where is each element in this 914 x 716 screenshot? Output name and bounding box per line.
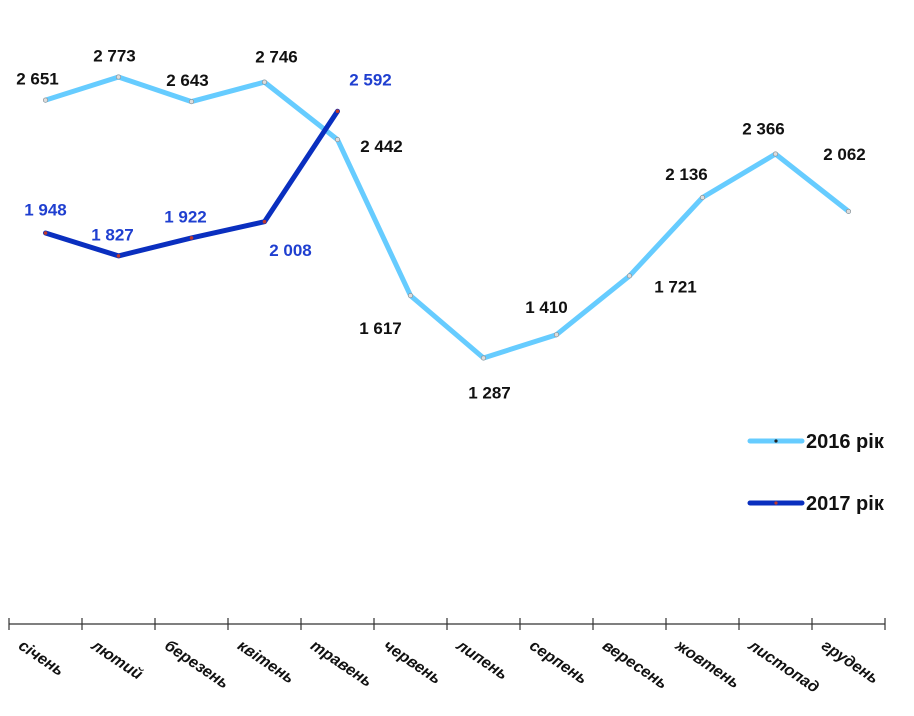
x-tick-label: травень [307, 637, 375, 690]
point-2017 [116, 254, 121, 258]
point-2017 [335, 109, 340, 113]
data-label-2017: 2 008 [269, 241, 312, 260]
series-line-2017 [43, 108, 340, 259]
x-tick-label: березень [161, 637, 231, 692]
x-tick-label: червень [380, 637, 444, 688]
data-label-2017: 1 922 [164, 207, 207, 226]
x-tick-label: січень [15, 637, 67, 679]
x-tick-label: квітень [234, 637, 297, 687]
point-2016 [189, 99, 195, 105]
point-2016 [407, 293, 413, 299]
x-tick-label: серпень [526, 637, 590, 688]
point-2016 [480, 355, 486, 361]
data-labels: 2 651 2 773 2 643 2 746 2 442 1 617 1 287 1 410… [16, 46, 866, 402]
point-2016 [626, 273, 632, 279]
legend-marker [774, 501, 778, 505]
point-2017 [189, 236, 194, 240]
point-2016 [261, 79, 267, 85]
series-lines [42, 74, 851, 361]
point-2016 [772, 151, 778, 157]
x-tick-label: жовтень [671, 637, 742, 693]
data-label-2016: 2 746 [255, 48, 298, 67]
point-2016 [42, 97, 48, 103]
data-label-2017: 1 948 [24, 200, 67, 219]
x-axis-tick-labels: січень лютий березень квітень травень червень… [15, 637, 881, 697]
data-label-2016: 2 136 [665, 165, 708, 184]
data-label-2017: 2 592 [349, 71, 392, 90]
legend-label: 2016 рік [806, 431, 885, 453]
point-2016 [699, 195, 705, 201]
data-label-2016: 2 062 [823, 145, 866, 164]
x-tick-label: лютий [87, 637, 145, 684]
legend-label: 2017 рік [806, 493, 885, 515]
point-2017 [262, 219, 267, 224]
data-label-2016: 1 617 [359, 319, 402, 338]
data-label-2016: 2 366 [742, 119, 785, 138]
x-axis [8, 618, 886, 630]
data-label-2017: 1 827 [91, 225, 134, 244]
x-tick-label: липень [452, 637, 510, 684]
point-2016 [553, 332, 559, 338]
data-label-2016: 2 773 [93, 46, 136, 65]
data-label-2016: 1 287 [468, 383, 511, 402]
data-label-2016: 2 643 [166, 71, 209, 90]
x-tick-label: листопад [744, 637, 822, 697]
data-label-2016: 1 410 [525, 298, 568, 317]
legend: 2016 рік 2017 рік [747, 431, 885, 515]
legend-item-2017: 2017 рік [747, 493, 885, 515]
legend-item-2016: 2016 рік [747, 431, 885, 453]
series-line-2016 [43, 74, 851, 361]
point-2016 [334, 137, 340, 143]
data-label-2016: 2 651 [16, 70, 59, 89]
point-2017 [43, 231, 48, 235]
point-2016 [845, 208, 851, 214]
legend-marker [774, 439, 778, 443]
x-tick-label: грудень [818, 637, 881, 687]
x-tick-label: вересень [599, 637, 670, 692]
point-2016 [116, 74, 122, 80]
data-label-2016: 2 442 [360, 137, 403, 156]
data-label-2016: 1 721 [654, 277, 697, 296]
